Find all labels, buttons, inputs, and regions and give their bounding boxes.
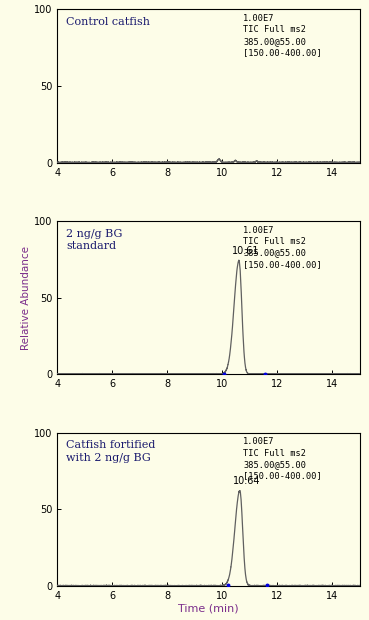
Text: Control catfish: Control catfish xyxy=(66,17,150,27)
Y-axis label: Relative Abundance: Relative Abundance xyxy=(21,246,31,350)
X-axis label: Time (min): Time (min) xyxy=(178,603,239,614)
Text: 10.61: 10.61 xyxy=(232,246,259,256)
Text: Catfish fortified
with 2 ng/g BG: Catfish fortified with 2 ng/g BG xyxy=(66,440,156,463)
Text: 1.00E7
TIC Full ms2
385.00@55.00
[150.00-400.00]: 1.00E7 TIC Full ms2 385.00@55.00 [150.00… xyxy=(243,437,322,480)
Text: 1.00E7
TIC Full ms2
385.00@55.00
[150.00-400.00]: 1.00E7 TIC Full ms2 385.00@55.00 [150.00… xyxy=(243,14,322,57)
Text: 2 ng/g BG
standard: 2 ng/g BG standard xyxy=(66,229,123,251)
Text: 1.00E7
TIC Full ms2
385.00@55.00
[150.00-400.00]: 1.00E7 TIC Full ms2 385.00@55.00 [150.00… xyxy=(243,226,322,269)
Text: 10.64: 10.64 xyxy=(233,476,260,486)
